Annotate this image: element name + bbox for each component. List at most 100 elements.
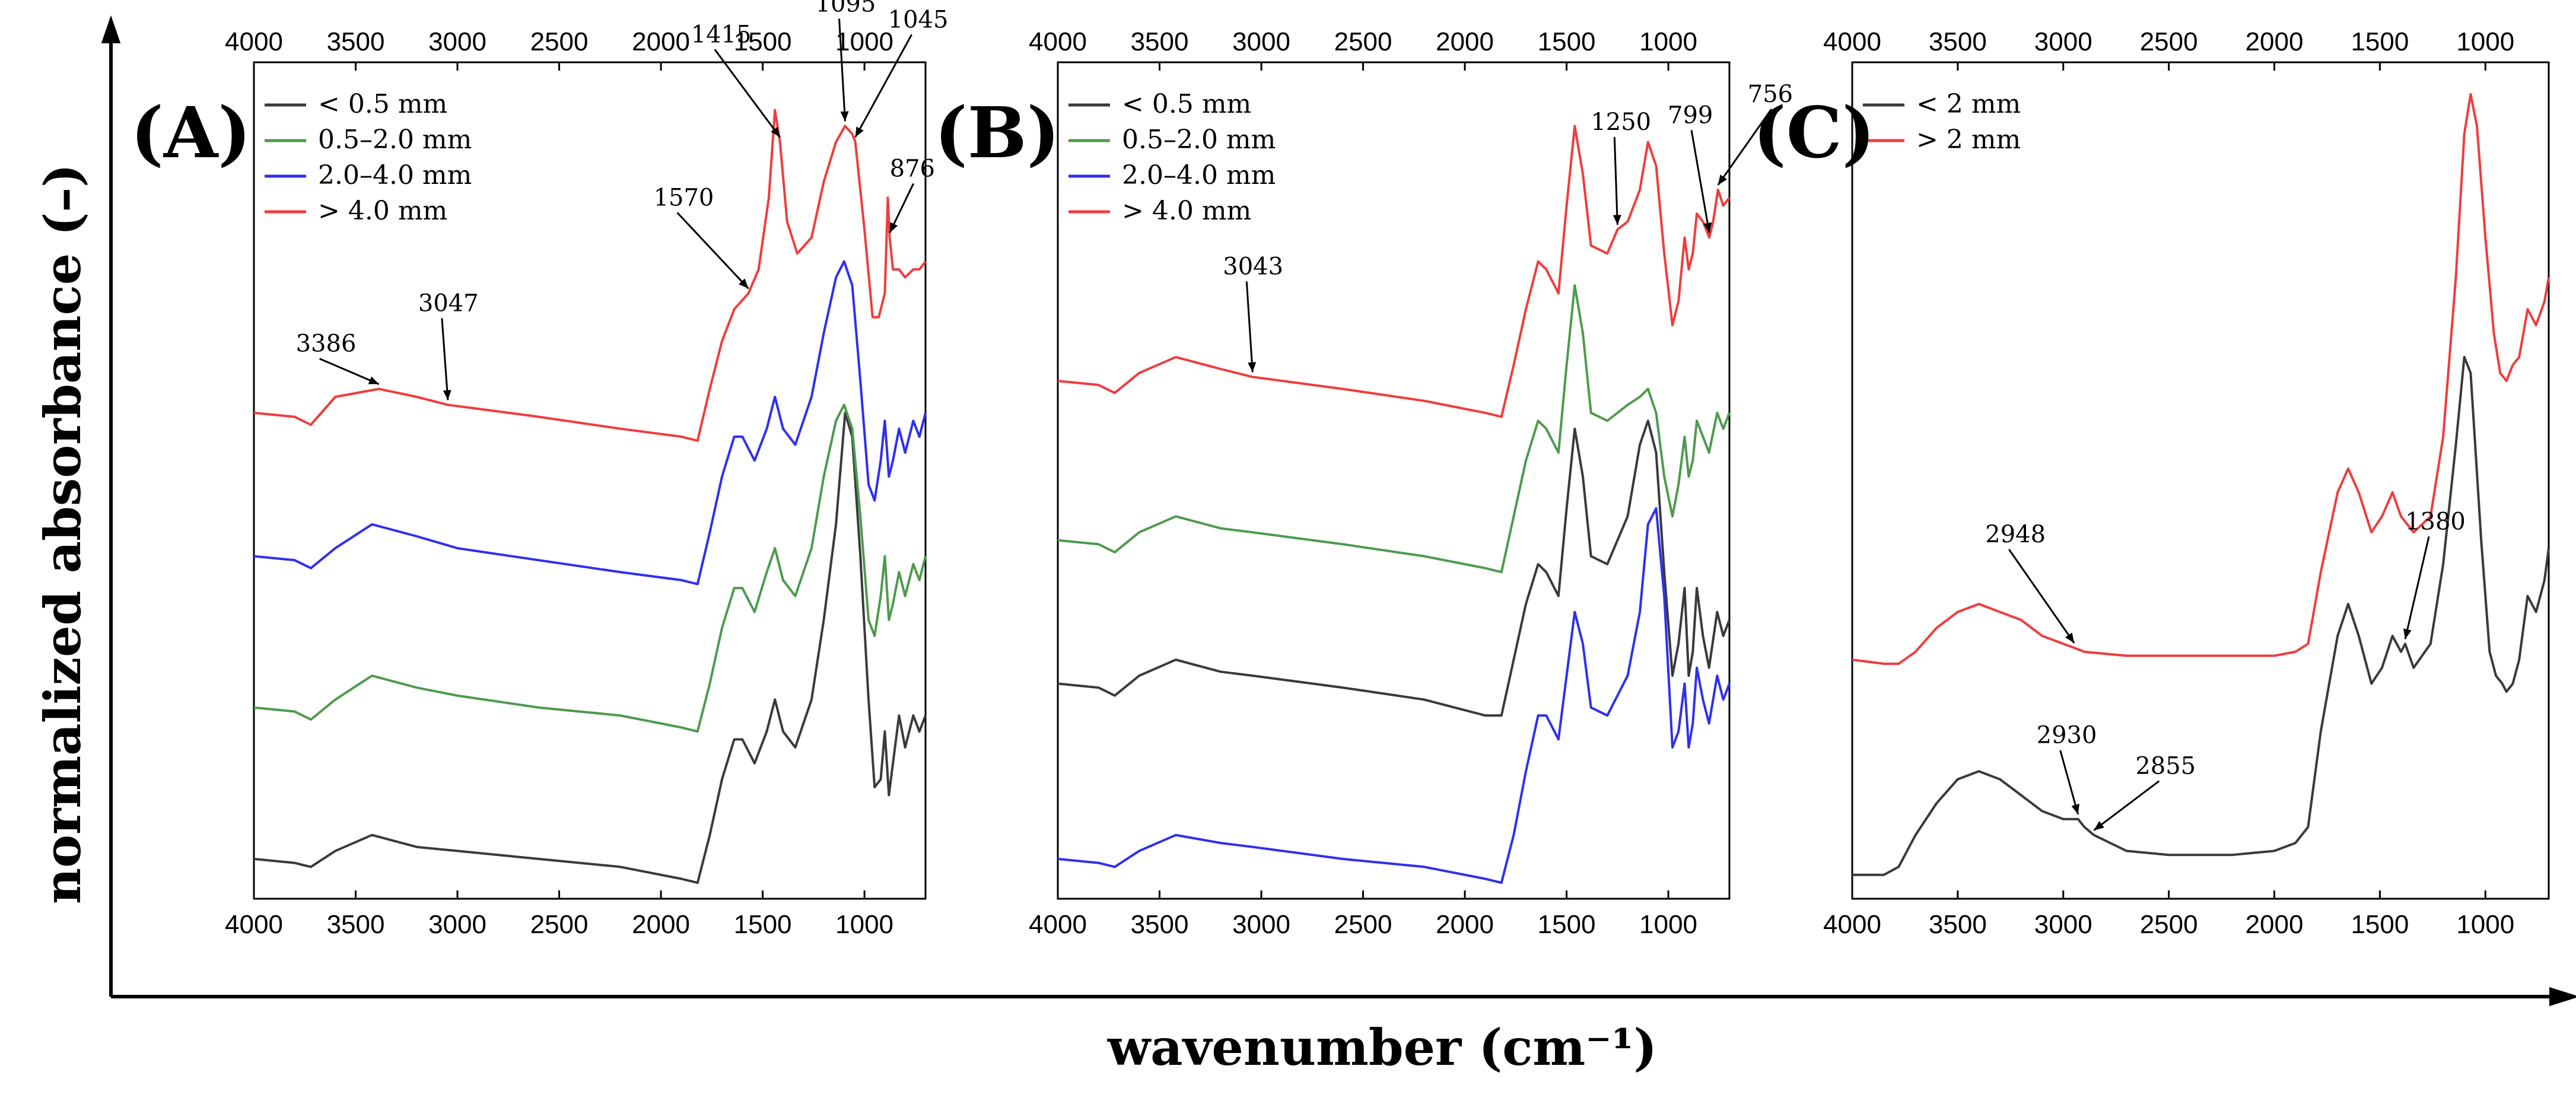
annotation-arrow: [714, 49, 781, 138]
x-tick-label-bottom: 3500: [1929, 910, 1987, 939]
outer-axes: [101, 15, 2576, 1007]
x-tick-label-bottom: 3000: [2034, 910, 2092, 939]
x-tick-label-bottom: 1500: [1538, 910, 1596, 939]
x-tick-label-bottom: 2000: [2246, 910, 2304, 939]
x-tick-label-bottom: 3500: [1131, 910, 1189, 939]
annotation-arrow: [676, 212, 749, 289]
series-line-1: [1057, 284, 1731, 574]
x-tick-label-top: 4000: [1823, 27, 1881, 56]
annotation-label: 1570: [654, 184, 714, 211]
annotation-arrowhead: [771, 126, 780, 138]
panel-label: (B): [934, 91, 1060, 174]
legend-entry: > 4.0 mm: [1122, 196, 1251, 226]
annotation-arrow: [2093, 780, 2160, 831]
annotation-label: 1250: [1591, 109, 1651, 136]
plot-frame: [1057, 61, 1731, 900]
x-tick-label-top: 3000: [1232, 27, 1290, 56]
annotation-arrow: [319, 358, 380, 385]
series-line-3: [1057, 125, 1731, 418]
series-line-0: [1057, 419, 1731, 717]
x-tick-label-bottom: 2500: [530, 910, 589, 939]
panel-label: (C): [1753, 91, 1875, 174]
x-tick-label-top: 1500: [2351, 27, 2409, 56]
x-tick-label-top: 3500: [327, 27, 385, 56]
annotation-label: 876: [890, 155, 935, 182]
annotation-arrowhead: [443, 390, 451, 400]
x-tick-label-top: 4000: [1029, 27, 1087, 56]
annotation-label: 1415: [691, 21, 752, 48]
series-line-2: [1057, 507, 1731, 885]
x-tick-label-top: 1500: [1538, 27, 1596, 56]
x-tick-label-top: 2500: [2140, 27, 2198, 56]
legend: < 2 mm > 2 mm: [1863, 89, 2021, 155]
x-tick-label-top: 3000: [2034, 27, 2092, 56]
annotation-arrowhead: [1718, 174, 1728, 185]
annotation-arrow: [2404, 536, 2430, 640]
annotation-arrowhead: [2065, 632, 2075, 643]
annotation-arrowhead: [2094, 820, 2104, 831]
legend-entry: > 2 mm: [1916, 125, 2021, 155]
annotation-label: 3386: [296, 330, 357, 358]
x-tick-label-top: 3500: [1929, 27, 1987, 56]
x-tick-label-bottom: 1500: [2351, 910, 2409, 939]
annotation-label: 2855: [2135, 753, 2196, 780]
annotation-arrow: [2059, 750, 2079, 815]
legend-entry: 2.0–4.0 mm: [318, 160, 472, 190]
x-tick-label-bottom: 4000: [1029, 910, 1087, 939]
legend-entry: 2.0–4.0 mm: [1122, 160, 1276, 190]
x-tick-label-top: 4000: [225, 27, 283, 56]
annotation-arrowhead: [889, 222, 898, 233]
annotation-label: 1380: [2405, 508, 2466, 535]
legend-entry: < 2 mm: [1916, 89, 2021, 119]
annotation-label: 3043: [1223, 253, 1283, 280]
x-tick-label-bottom: 4000: [225, 910, 283, 939]
legend-entry: > 4.0 mm: [318, 196, 447, 226]
annotation-arrow: [1613, 136, 1618, 225]
annotation-arrow: [2008, 549, 2075, 644]
legend: < 0.5 mm 0.5–2.0 mm 2.0–4.0 mm > 4.0 mm: [265, 89, 472, 226]
legend-entry: 0.5–2.0 mm: [318, 125, 472, 155]
x-tick-label-bottom: 1500: [734, 910, 792, 939]
outer-x-arrow: [2549, 987, 2576, 1007]
annotation-arrow: [838, 18, 847, 122]
legend: < 0.5 mm 0.5–2.0 mm 2.0–4.0 mm > 4.0 mm: [1068, 89, 1276, 226]
y-axis-title: normalized absorbance (–): [33, 164, 92, 904]
legend-entry: 0.5–2.0 mm: [1122, 125, 1276, 155]
series-line-0: [1852, 355, 2550, 876]
annotation-label: 1095: [816, 0, 876, 17]
x-tick-label-bottom: 1000: [835, 910, 893, 939]
x-tick-label-bottom: 3000: [1232, 910, 1290, 939]
annotation-label: 756: [1748, 81, 1793, 108]
series-line-3: [253, 109, 927, 442]
x-tick-label-top: 1500: [734, 27, 792, 56]
annotation-arrow: [1245, 281, 1254, 373]
series-line-1: [1852, 93, 2550, 665]
x-tick-label-bottom: 1000: [1639, 910, 1697, 939]
x-tick-label-top: 2000: [632, 27, 690, 56]
x-tick-label-top: 2000: [2246, 27, 2304, 56]
x-tick-label-top: 1000: [835, 27, 893, 56]
annotation-arrow: [1690, 130, 1710, 233]
legend-entry: < 0.5 mm: [318, 89, 447, 119]
annotation-label: 2948: [1985, 521, 2046, 548]
x-tick-label-bottom: 2500: [2140, 910, 2198, 939]
annotation-label: 1045: [888, 6, 949, 33]
annotation-arrowhead: [1703, 222, 1712, 233]
x-tick-label-top: 2500: [1334, 27, 1392, 56]
x-tick-label-top: 1000: [2456, 27, 2514, 56]
panel-c: 4000 4000 3500 3500 3000 3000 2500 2500 2000 2000…: [1753, 27, 2550, 939]
series-line-1: [253, 403, 927, 733]
annotation-arrow: [854, 34, 912, 138]
series-line-0: [253, 411, 927, 885]
x-tick-label-top: 2500: [530, 27, 589, 56]
x-tick-label-top: 3500: [1131, 27, 1189, 56]
outer-y-arrow: [101, 15, 121, 43]
x-tick-label-bottom: 1000: [2456, 910, 2514, 939]
x-tick-label-bottom: 2000: [1436, 910, 1494, 939]
annotation-label: 3047: [418, 289, 479, 317]
x-tick-label-top: 2000: [1436, 27, 1494, 56]
x-tick-label-bottom: 2000: [632, 910, 690, 939]
annotation-arrow: [441, 318, 449, 400]
annotation-arrowhead: [840, 111, 849, 122]
